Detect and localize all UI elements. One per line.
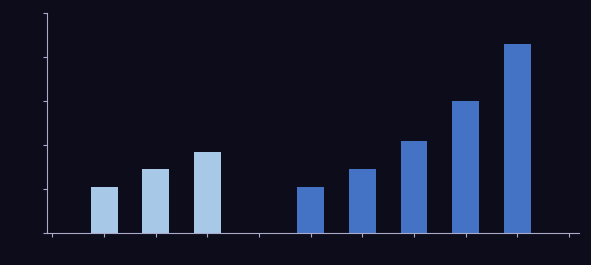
Bar	[452, 101, 479, 233]
Bar	[297, 187, 324, 233]
Bar	[194, 152, 221, 233]
Bar	[142, 169, 169, 233]
Bar	[349, 169, 376, 233]
Bar	[90, 187, 118, 233]
Bar	[504, 44, 531, 233]
Bar	[401, 141, 427, 233]
